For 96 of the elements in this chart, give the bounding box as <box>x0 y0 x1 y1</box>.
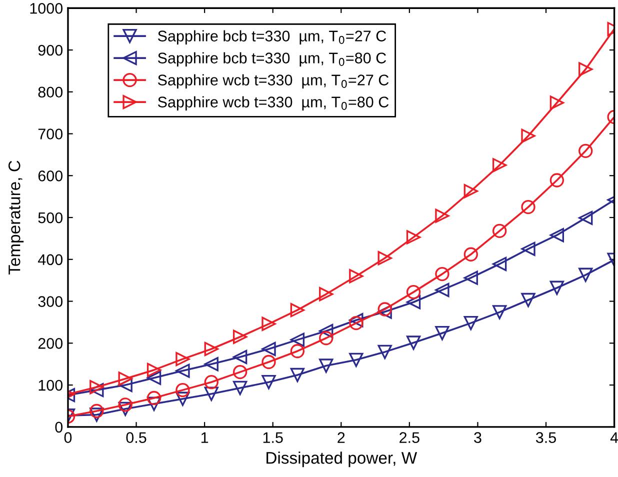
point <box>464 270 478 285</box>
point <box>204 342 218 356</box>
point <box>406 336 421 350</box>
point <box>319 331 334 346</box>
point <box>204 386 218 401</box>
point <box>349 313 364 328</box>
point <box>378 251 392 266</box>
point <box>349 269 364 284</box>
x-tick-label: 2 <box>338 432 345 443</box>
y-tick-label: 200 <box>38 338 63 349</box>
point <box>319 324 334 338</box>
y-tick-label: 100 <box>38 380 63 391</box>
y-tick-label: 800 <box>38 86 63 98</box>
x-tick-label: 3 <box>474 432 482 443</box>
point <box>118 398 132 412</box>
point <box>232 364 248 380</box>
x-tick-label: 1.5 <box>263 432 283 443</box>
y-tick-label: 400 <box>38 254 63 266</box>
point <box>90 382 104 398</box>
point <box>578 62 593 76</box>
point <box>550 280 564 295</box>
point <box>146 370 162 385</box>
point <box>232 380 248 396</box>
point <box>319 287 334 302</box>
point <box>290 344 305 358</box>
point <box>492 305 507 320</box>
point <box>521 292 536 308</box>
x-tick-label: 0 <box>64 432 72 443</box>
point <box>176 352 190 366</box>
point <box>290 302 305 318</box>
legend-label: Sapphire wcb t=330 µm, T$_{0}$=80 C <box>158 96 389 110</box>
point <box>435 326 450 340</box>
legend-label: Sapphire bcb t=330 µm, T$_{0}$=80 C <box>158 52 386 66</box>
point <box>578 144 593 158</box>
x-tick-label: 2.5 <box>400 432 420 443</box>
point <box>492 158 507 172</box>
y-tick-label: 600 <box>38 170 63 182</box>
point <box>435 282 450 298</box>
point <box>146 362 162 378</box>
y-tick-label: 900 <box>38 44 63 56</box>
x-tick-label: 0.5 <box>126 432 146 443</box>
point <box>550 173 564 188</box>
point <box>406 230 421 244</box>
x-axis-title: Dissipated power, W <box>266 452 418 468</box>
point <box>349 316 364 330</box>
point <box>90 404 104 418</box>
point <box>464 316 478 330</box>
point <box>90 408 104 422</box>
point <box>232 330 248 344</box>
point <box>118 402 132 416</box>
point <box>146 396 162 411</box>
legend-label: Sapphire wcb t=330 µm, T$_{0}$=27 C <box>158 74 389 88</box>
y-tick-label: 300 <box>38 296 63 307</box>
point <box>435 208 450 223</box>
point <box>492 224 507 238</box>
y-tick-label: 700 <box>38 128 63 140</box>
point <box>378 344 392 360</box>
point <box>464 247 478 262</box>
point <box>262 354 276 370</box>
point <box>521 200 536 214</box>
y-tick-label: 500 <box>38 212 63 224</box>
point <box>378 302 392 316</box>
point <box>550 228 564 242</box>
point <box>319 358 334 373</box>
y-tick-label: 1000 <box>30 2 63 14</box>
point <box>204 375 218 390</box>
point <box>90 380 104 394</box>
point <box>176 364 190 378</box>
y-tick-label: 0 <box>55 422 63 433</box>
point <box>290 332 305 347</box>
point <box>118 372 132 386</box>
point <box>262 375 276 390</box>
point <box>146 390 162 406</box>
point <box>176 382 190 398</box>
point <box>435 266 450 282</box>
point <box>578 268 593 282</box>
x-tick-label: 1 <box>201 432 208 443</box>
point <box>262 316 276 331</box>
point <box>290 368 305 382</box>
point <box>578 210 593 226</box>
point <box>204 357 218 372</box>
y-axis-title: Temperature, C <box>8 160 24 275</box>
point <box>406 284 421 300</box>
point <box>349 352 364 367</box>
x-tick-label: 3.5 <box>536 432 556 443</box>
point <box>176 392 190 406</box>
point <box>550 96 564 110</box>
point <box>521 242 536 256</box>
point <box>406 295 421 310</box>
legend-label: Sapphire bcb t=330 µm, T$_{0}$=27 C <box>158 30 386 44</box>
point <box>521 128 536 143</box>
x-tick-label: 4 <box>610 432 618 443</box>
point <box>464 184 478 198</box>
point <box>262 342 276 356</box>
point <box>492 256 507 272</box>
point <box>232 350 248 364</box>
